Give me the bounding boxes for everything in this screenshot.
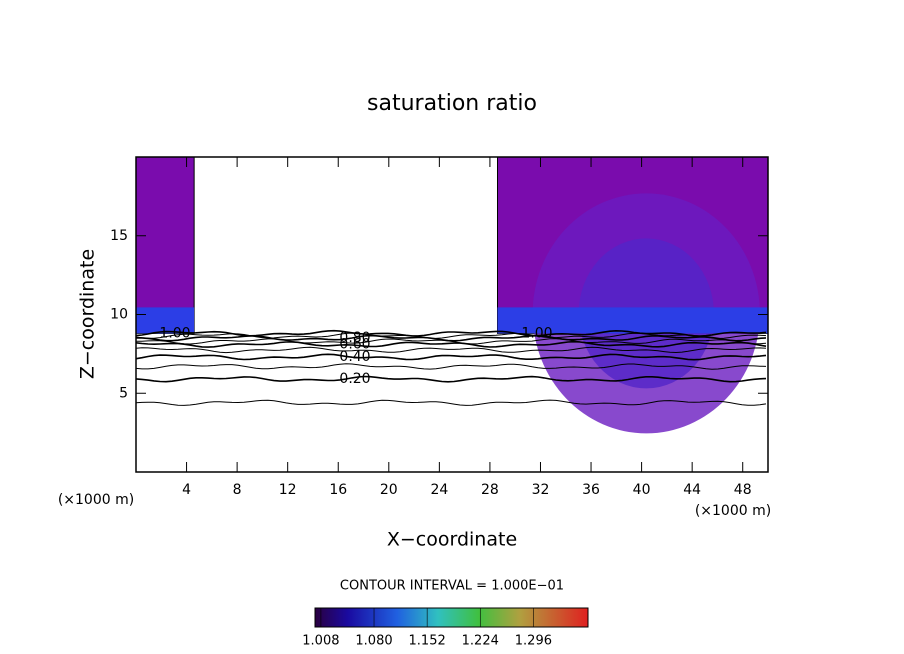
y-unit: (×1000 m): [58, 492, 134, 508]
chart-title: saturation ratio: [367, 91, 537, 116]
contour-label: 1.00: [521, 325, 552, 341]
contour-line: [136, 334, 767, 342]
contour-line: [136, 332, 767, 340]
x-tick-label: 4: [182, 482, 191, 498]
x-tick-label: 24: [430, 482, 448, 498]
x-tick-label: 36: [582, 482, 600, 498]
colorbar-label: 1.296: [515, 634, 552, 649]
x-tick-label: 8: [233, 482, 242, 498]
y-tick-label: 5: [119, 385, 128, 401]
colorbar: [314, 607, 589, 628]
plot-area: 0.200.400.600.801.00 1.00: [136, 157, 768, 434]
contour-line: [136, 340, 767, 348]
contour-line: [136, 329, 767, 337]
x-tick-label: 40: [633, 482, 651, 498]
contour-line: [136, 363, 767, 370]
colorbar-label: 1.080: [355, 634, 392, 649]
y-tick-label: 10: [110, 307, 128, 323]
cloud-region: [136, 157, 195, 334]
x-axis-label: X−coordinate: [387, 529, 517, 551]
x-tick-label: 44: [683, 482, 701, 498]
contour-label: 0.60: [339, 336, 370, 352]
cloud-base-band: [497, 307, 768, 334]
colorbar-label: 1.224: [462, 634, 499, 649]
contour-label: 1.00: [159, 325, 190, 341]
y-axis-label: Z−coordinate: [77, 249, 99, 379]
cloud-base-band: [136, 307, 195, 334]
contour-label: 0.20: [339, 371, 370, 387]
contour-line: [136, 353, 767, 361]
x-tick-label: 32: [532, 482, 550, 498]
contour-label: 0.40: [339, 349, 370, 365]
y-tick-label: 15: [110, 228, 128, 244]
x-tick-label: 48: [734, 482, 752, 498]
contour-line: [136, 399, 767, 406]
x-tick-label: 12: [279, 482, 297, 498]
x-tick-label: 20: [380, 482, 398, 498]
colorbar-label: 1.008: [302, 634, 339, 649]
colorbar-label: 1.152: [409, 634, 446, 649]
x-tick-label: 16: [329, 482, 347, 498]
contour-interval: CONTOUR INTERVAL = 1.000E−01: [340, 579, 564, 594]
x-unit: (×1000 m): [695, 503, 771, 519]
contour-line: [136, 375, 767, 383]
contour-line: [136, 346, 767, 354]
x-tick-label: 28: [481, 482, 499, 498]
